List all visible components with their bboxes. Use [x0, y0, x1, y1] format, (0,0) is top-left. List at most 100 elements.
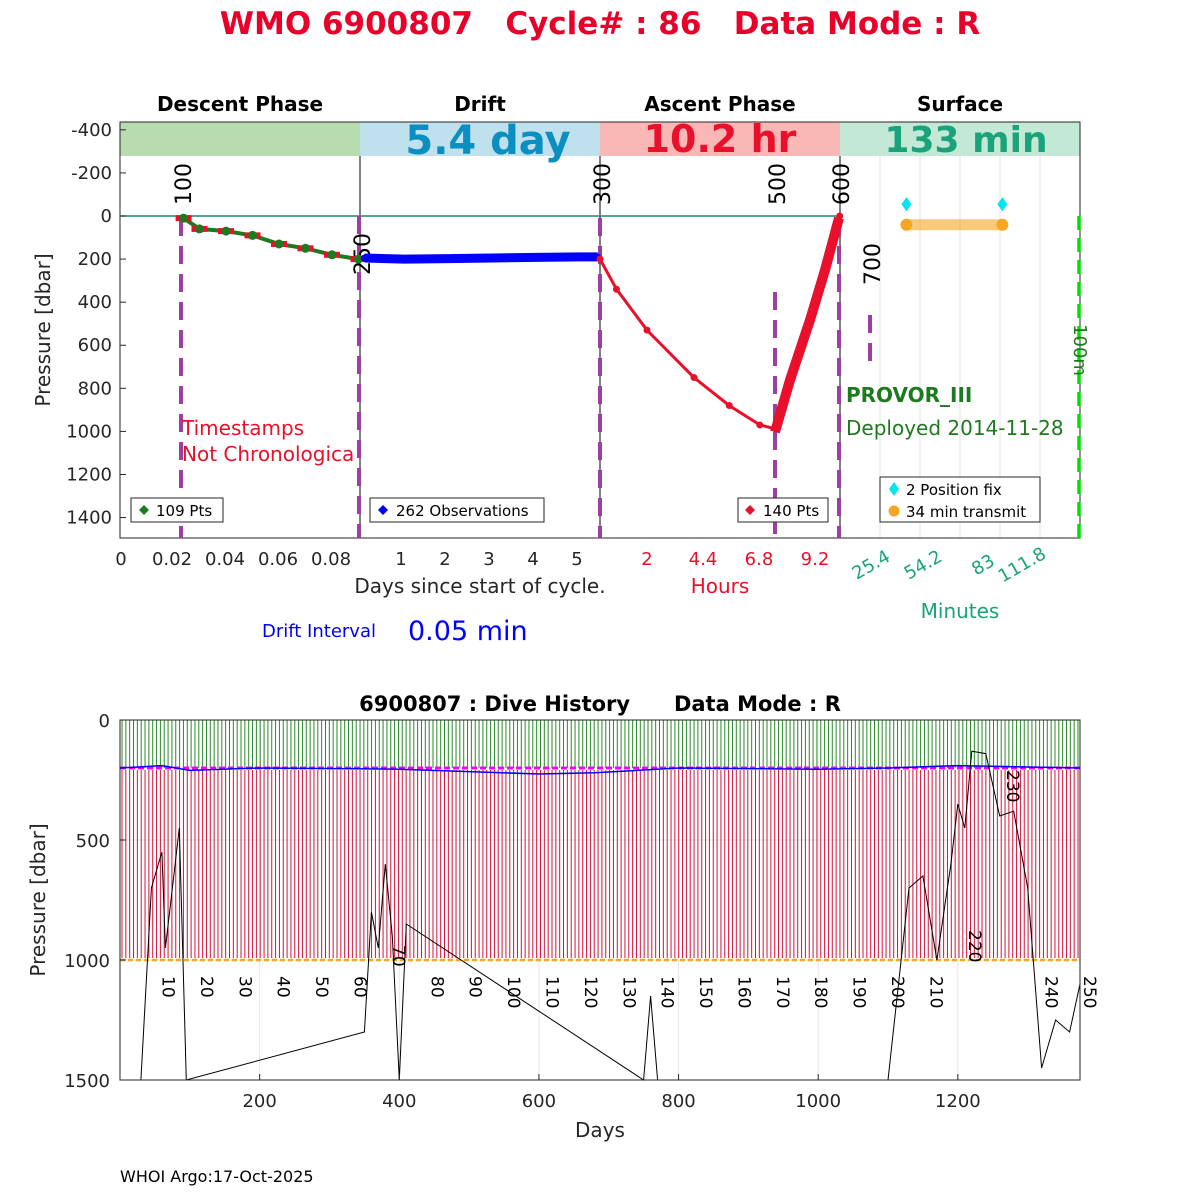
cycle-number-labels: 10 20 30 40 50 60 70 80 90 100 110 120 130 140 150 160 1… — [158, 770, 1099, 1008]
ascent-x-tick-label: 6.8 — [745, 549, 774, 570]
bottom-y-tick-label: 0 — [99, 711, 110, 732]
figure-title: WMO 6900807 Cycle# : 86 Data Mode : R — [220, 6, 981, 42]
descent-x-tick-label: 0.08 — [311, 549, 351, 570]
cycle-number-label: 50 — [311, 976, 331, 998]
surface-x-tick-label: 83 — [968, 550, 998, 580]
cycle-number-label: 200 — [887, 976, 907, 1008]
descent-point — [195, 224, 204, 234]
cycle-number-label: 210 — [925, 976, 945, 1008]
ascent-series — [596, 212, 844, 434]
top-y-tick-label: 800 — [78, 378, 112, 399]
bottom-x-tick-label: 200 — [242, 1091, 276, 1112]
drift-point — [444, 255, 452, 263]
descent-point — [301, 243, 310, 253]
bottom-x-axis-label: Days — [575, 1118, 625, 1142]
cycle-number-label: 250 — [1079, 976, 1099, 1008]
descent-x-tick-label: 0.02 — [152, 549, 192, 570]
vertical-markers — [179, 216, 872, 538]
position-fix-point — [997, 197, 1008, 212]
cycle-number-label: 170 — [772, 976, 792, 1008]
descent-legend-text: 109 Pts — [156, 502, 212, 520]
ascent-point — [643, 326, 651, 334]
cycle-number-label: 10 — [158, 976, 178, 998]
bottom-x-tick-label: 600 — [522, 1091, 556, 1112]
cycle-number-label: 80 — [426, 976, 446, 998]
drift-legend-marker — [378, 505, 388, 515]
bottom-axes-frame — [119, 719, 1081, 1081]
descent-point — [248, 230, 257, 240]
descent-point — [221, 226, 231, 236]
drift-x-tick-label: 4 — [527, 549, 538, 570]
drift-x-ticks: 1 2 3 4 5 — [395, 549, 582, 570]
ascent-line — [598, 215, 842, 432]
descent-x-tick-label: 0.06 — [258, 549, 298, 570]
transmit-point — [996, 218, 1009, 231]
cycle-number-label: 90 — [465, 976, 485, 998]
ascent-header-box — [600, 122, 840, 156]
timestamps-warning-line1: Timestamps — [181, 416, 304, 440]
bottom-axis-ticks: 200 400 600 800 1000 1200 0 500 1000 1500 — [64, 711, 981, 1112]
cycle-number-label: 110 — [542, 976, 562, 1008]
descent-point — [274, 239, 284, 249]
cycle-number-label: 130 — [618, 976, 638, 1008]
marker-labels: 100 250 300 500 600 700 — [172, 163, 886, 285]
cycle-profile-lines — [121, 720, 1079, 958]
descent-x-tick-label: 0 — [115, 549, 126, 570]
surface-x-tick-label: 25.4 — [849, 546, 894, 584]
ascent-legend-text: 140 Pts — [763, 502, 819, 520]
position-fix-point — [901, 197, 912, 212]
cycle-number-label: 160 — [734, 976, 754, 1008]
marker-label-700: 700 — [861, 243, 886, 285]
cycle-number-label: 100 — [503, 976, 523, 1008]
surface-phase-label: Surface — [917, 92, 1003, 116]
bottom-x-tick-label: 1000 — [795, 1091, 841, 1112]
drift-legend: 262 Observations — [369, 497, 545, 523]
ascent-x-tick-label: 2 — [641, 549, 652, 570]
top-x-axis-label-hours: Hours — [691, 574, 750, 598]
top-y-tick-label: 1200 — [66, 464, 112, 485]
drift-point — [576, 253, 584, 261]
cycle-number-label: 140 — [657, 976, 677, 1008]
drift-interval-label: Drift Interval — [262, 621, 376, 642]
bottom-x-tick-label: 800 — [661, 1091, 695, 1112]
descent-x-ticks: 0 0.02 0.04 0.06 0.08 — [115, 549, 351, 570]
top-y-tick-label: 600 — [78, 335, 112, 356]
surface-legend: 2 Position fix 34 min transmit — [879, 476, 1041, 523]
descent-point — [327, 250, 337, 260]
cycle-number-label: 220 — [964, 930, 984, 962]
cycle-number-label: 40 — [273, 976, 293, 998]
drift-x-tick-label: 1 — [395, 549, 406, 570]
position-legend-text: 2 Position fix — [906, 481, 1002, 499]
drift-x-tick-label: 5 — [571, 549, 582, 570]
top-x-axis-label-days: Days since start of cycle. — [354, 574, 605, 598]
drift-point — [400, 255, 408, 263]
top-y-tick-label: 400 — [78, 292, 112, 313]
marker-label-300: 300 — [591, 163, 616, 205]
drift-point — [532, 253, 540, 261]
drift-band — [364, 252, 598, 264]
deployed-label: Deployed 2014-11-28 — [846, 416, 1064, 440]
ascent-point — [725, 402, 733, 410]
footer-credit: WHOI Argo:17-Oct-2025 — [120, 1167, 314, 1186]
bottom-series-temperature-trace — [140, 750, 1081, 1081]
descent-phase-label: Descent Phase — [157, 92, 323, 116]
ascent-legend: 140 Pts — [737, 497, 829, 523]
depth-limit-label: 100m — [1069, 324, 1090, 376]
top-y-tick-label: 200 — [78, 249, 112, 270]
ascent-legend-marker — [745, 505, 755, 515]
descent-point — [179, 213, 189, 223]
float-type-label: PROVOR_III — [846, 383, 972, 407]
transmit-legend-marker — [888, 505, 900, 517]
drift-x-tick-label: 3 — [483, 549, 494, 570]
ascent-point — [756, 421, 764, 429]
cycle-number-label: 70 — [388, 945, 408, 967]
cycle-number-label: 180 — [810, 976, 830, 1008]
cycle-number-label: 240 — [1041, 976, 1061, 1008]
ascent-point — [596, 255, 604, 263]
drift-legend-text: 262 Observations — [396, 502, 529, 520]
ascent-x-tick-label: 4.4 — [689, 549, 718, 570]
surface-header-box — [840, 122, 1080, 156]
top-y-tick-label: 1000 — [66, 421, 112, 442]
bottom-chart-title: 6900807 : Dive History Data Mode : R — [359, 692, 841, 716]
top-y-tick-label: -200 — [71, 163, 112, 184]
